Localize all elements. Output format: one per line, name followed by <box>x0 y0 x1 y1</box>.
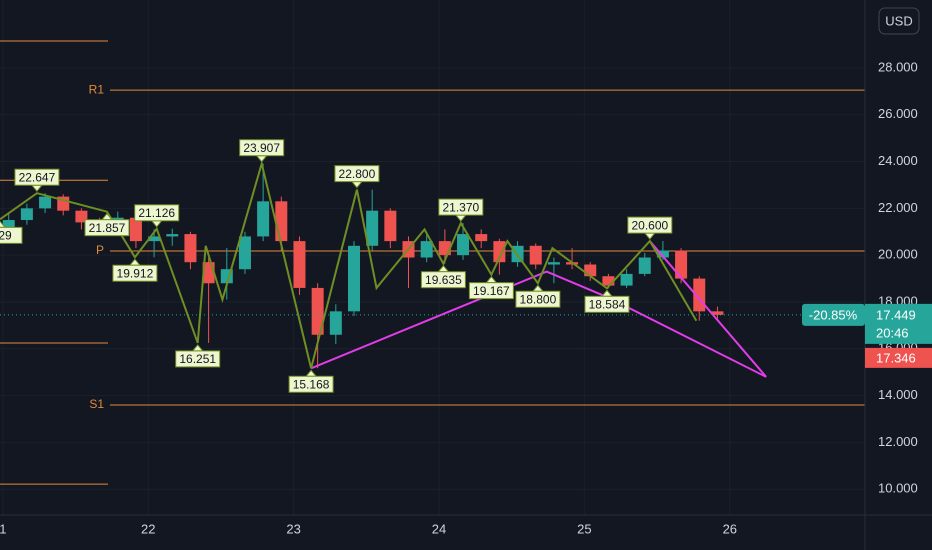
candle-body <box>148 236 161 242</box>
currency-button[interactable] <box>878 7 920 35</box>
pivot-label-box <box>239 139 285 157</box>
pivot-label: 22.800 <box>339 167 376 181</box>
candle-body <box>2 220 15 228</box>
candle-body <box>257 201 270 237</box>
pivot-label: 22.647 <box>19 170 56 184</box>
candle-body <box>20 208 33 221</box>
pivot-label: 16.251 <box>179 352 216 366</box>
pivot-label-box <box>468 282 514 300</box>
pivot-label: 21.370 <box>442 200 479 214</box>
pivot-label: 20.600 <box>631 218 668 232</box>
pivot-label-box <box>627 216 673 234</box>
currency-label: USD <box>885 13 912 28</box>
candle-body <box>129 217 142 242</box>
pivot-level-label: S1 <box>89 397 104 411</box>
candle-body <box>293 241 306 288</box>
candle-body <box>311 287 324 335</box>
candle-body <box>275 201 288 242</box>
candle-body <box>547 262 560 265</box>
pivot-label-box <box>288 375 334 393</box>
pivot-label: 19.912 <box>117 266 154 280</box>
pattern-line <box>310 270 767 378</box>
pivot-label: 23.907 <box>243 141 280 155</box>
price-tag-text: 17.449 <box>876 307 916 322</box>
candle-body <box>711 311 724 315</box>
y-tick-label: 22.000 <box>878 200 918 215</box>
candle-body <box>238 236 251 270</box>
x-tick-label: 24 <box>432 521 446 536</box>
pivot-label-box <box>584 295 630 313</box>
candle-body <box>457 234 470 256</box>
candle-body <box>166 234 179 237</box>
y-tick-label: 14.000 <box>878 387 918 402</box>
candle-body <box>366 210 379 246</box>
pivot-level-label: P <box>96 243 104 257</box>
y-tick-label: 12.000 <box>878 434 918 449</box>
candle-body <box>529 245 542 265</box>
x-tick-label: 26 <box>723 521 737 536</box>
pivot-label-box <box>0 226 23 244</box>
pivot-label-box <box>175 350 221 368</box>
y-tick-label: 26.000 <box>878 106 918 121</box>
candle-body <box>75 210 88 223</box>
candle-body <box>602 276 615 286</box>
candle-body <box>347 245 360 312</box>
pivot-label: 18.584 <box>589 297 626 311</box>
y-tick-label: 24.000 <box>878 153 918 168</box>
pivot-level-label: R1 <box>89 82 105 96</box>
y-tick-label: 28.000 <box>878 59 918 74</box>
candle-body <box>39 196 52 209</box>
candle-body <box>656 250 669 258</box>
y-tick-label: 20.000 <box>878 247 918 262</box>
zigzag-line <box>0 159 698 369</box>
candle-body <box>475 234 488 242</box>
candle-body <box>384 210 397 242</box>
candle-body <box>493 241 506 263</box>
pivot-label: 18.800 <box>520 292 557 306</box>
pivot-label-box <box>420 271 466 289</box>
pivot-label-box <box>515 290 561 308</box>
price-tag <box>865 303 932 344</box>
candle-body <box>675 250 688 279</box>
candle-body <box>329 311 342 335</box>
change-tag-text: -20.85% <box>809 307 858 322</box>
pivot-label-box <box>84 219 130 237</box>
change-tag <box>802 303 865 326</box>
x-tick-label: 22 <box>141 521 155 536</box>
price-tag <box>865 347 932 368</box>
pivot-label: 15.168 <box>293 377 330 391</box>
countdown-text: 20:46 <box>876 325 909 340</box>
pivot-pointer <box>0 220 7 228</box>
candle-body <box>420 241 433 258</box>
pivot-label-box <box>14 168 60 186</box>
price-tag-text: 17.346 <box>876 350 916 365</box>
candle-body <box>620 273 633 286</box>
plot-area: R1 P S1 .529 22.647 21.857 19.912 21.126 16.251 2… <box>0 40 865 485</box>
pivot-label: 21.126 <box>138 206 175 220</box>
pivot-label-box <box>438 198 484 216</box>
x-tick-label: 23 <box>286 521 300 536</box>
pivot-label-box <box>112 264 158 282</box>
y-tick-label: 10.000 <box>878 481 918 496</box>
pattern-line <box>649 240 767 378</box>
pivot-label-box <box>134 204 180 222</box>
x-tick-label: 1 <box>0 521 7 536</box>
pivot-label: 19.635 <box>425 273 462 287</box>
candle-body <box>638 257 651 274</box>
x-tick-label: 25 <box>577 521 591 536</box>
pivot-label: 19.167 <box>473 284 510 298</box>
candle-body <box>184 234 197 263</box>
pivot-label-box <box>334 165 380 183</box>
pivot-label: .529 <box>0 229 12 243</box>
pivot-label: 21.857 <box>89 221 126 235</box>
candle-body <box>584 264 597 277</box>
